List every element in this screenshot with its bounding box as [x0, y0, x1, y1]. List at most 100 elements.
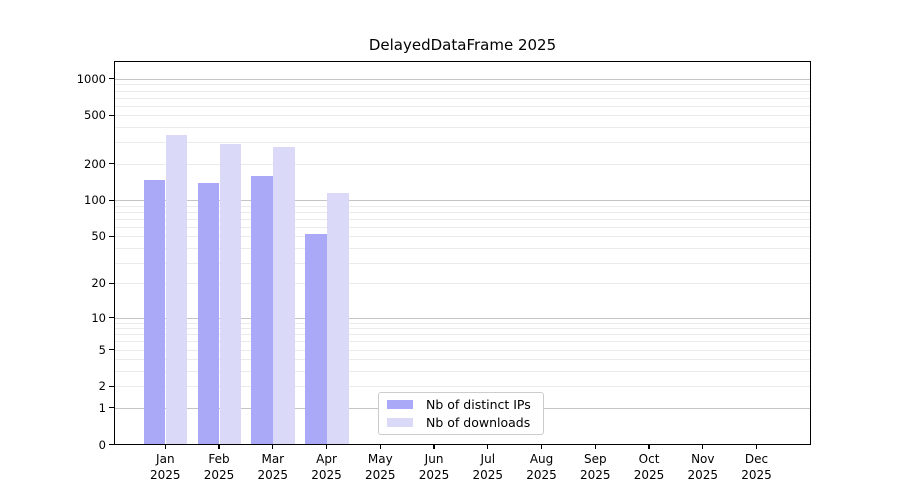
bar-distinct-ips-apr	[305, 234, 327, 445]
gridline-minor-700	[114, 97, 811, 99]
x-tick-month-jun: Jun	[424, 452, 444, 466]
gridline-minor-200	[114, 163, 811, 165]
gridline-major-10	[114, 317, 811, 319]
gridline-minor-7	[114, 334, 811, 336]
y-tick-mark-10	[109, 316, 114, 319]
bar-downloads-jan	[165, 135, 188, 445]
y-tick-mark-20	[109, 282, 114, 284]
x-tick-year-dec: 2025	[741, 468, 772, 482]
bar-distinct-ips-feb	[197, 182, 220, 445]
x-tick-mark-sep	[594, 444, 596, 449]
x-tick-mark-oct	[648, 444, 650, 449]
bar-downloads-mar	[273, 146, 295, 445]
y-tick-label-100: 100	[84, 193, 106, 208]
x-tick-label-sep: Sep 2025	[563, 451, 627, 483]
x-tick-month-apr: Apr	[316, 452, 337, 466]
x-tick-year-sep: 2025	[580, 468, 611, 482]
x-tick-label-may: May 2025	[348, 451, 412, 483]
gridline-minor-300	[114, 142, 811, 144]
x-tick-year-mar: 2025	[257, 468, 289, 482]
x-tick-mark-mar	[272, 444, 274, 449]
x-tick-month-nov: Nov	[691, 452, 715, 466]
y-tick-label-20: 20	[91, 276, 106, 291]
gridline-minor-80	[114, 211, 811, 213]
y-tick-label-10: 10	[91, 310, 106, 325]
bar-distinct-ips-jan	[143, 180, 166, 445]
x-tick-month-aug: Aug	[529, 452, 554, 466]
gridline-minor-60	[114, 226, 811, 228]
gridline-minor-9	[114, 322, 811, 324]
x-tick-mark-feb	[218, 444, 220, 449]
legend-label-downloads: Nb of downloads	[426, 414, 531, 430]
y-tick-mark-0	[109, 443, 114, 446]
y-tick-label-50: 50	[91, 229, 106, 244]
x-tick-year-may: 2025	[365, 468, 396, 482]
gridline-minor-400	[114, 127, 811, 129]
x-tick-year-aug: 2025	[526, 468, 557, 482]
x-tick-month-oct: Oct	[638, 452, 660, 466]
x-tick-month-jul: Jul	[480, 452, 496, 466]
x-tick-month-mar: Mar	[261, 452, 285, 466]
legend-item-distinct-ips: Nb of distinct IPs	[379, 397, 543, 412]
gridline-minor-5	[114, 349, 811, 351]
x-tick-year-nov: 2025	[687, 468, 719, 482]
chart-title: DelayedDataFrame 2025	[368, 36, 557, 54]
x-tick-mark-jun	[433, 444, 435, 449]
y-tick-label-1: 1	[98, 400, 106, 415]
y-tick-mark-200	[109, 163, 114, 165]
x-tick-mark-apr	[325, 444, 328, 449]
x-tick-year-feb: 2025	[203, 468, 235, 482]
legend-swatch-distinct-ips	[387, 400, 413, 410]
gridline-major-1000	[114, 78, 811, 80]
x-tick-month-jan: Jan	[156, 452, 175, 466]
y-tick-label-5: 5	[98, 342, 106, 357]
gridline-minor-800	[114, 90, 811, 92]
x-tick-year-jul: 2025	[472, 468, 504, 482]
y-tick-label-500: 500	[84, 108, 106, 123]
gridline-minor-90	[114, 205, 811, 207]
x-tick-month-feb: Feb	[208, 452, 230, 466]
y-tick-label-2: 2	[98, 379, 106, 394]
x-tick-year-jan: 2025	[150, 468, 181, 482]
gridline-minor-20	[114, 283, 811, 285]
x-tick-label-nov: Nov 2025	[671, 451, 735, 483]
x-tick-label-jan: Jan 2025	[133, 451, 197, 483]
x-tick-mark-dec	[755, 444, 758, 449]
y-tick-mark-500	[109, 114, 114, 116]
x-tick-label-aug: Aug 2025	[510, 451, 574, 483]
gridline-minor-6	[114, 341, 811, 343]
gridline-minor-3	[114, 371, 811, 373]
x-tick-label-jul: Jul 2025	[456, 451, 520, 483]
legend-swatch-downloads	[387, 417, 413, 427]
y-tick-label-1000: 1000	[76, 71, 106, 86]
bar-distinct-ips-mar	[251, 176, 273, 445]
gridline-minor-2	[114, 386, 811, 388]
x-tick-mark-may	[379, 444, 381, 449]
y-tick-mark-5	[109, 349, 114, 351]
gridline-minor-30	[114, 262, 811, 264]
y-tick-mark-1	[109, 407, 114, 409]
y-tick-label-200: 200	[84, 156, 106, 171]
x-tick-year-apr: 2025	[311, 468, 342, 482]
x-tick-label-apr: Apr 2025	[295, 451, 359, 483]
legend-item-downloads: Nb of downloads	[379, 415, 543, 430]
gridline-minor-900	[114, 84, 811, 86]
gridline-minor-500	[114, 115, 811, 117]
x-tick-mark-jan	[164, 444, 166, 449]
gridline-minor-4	[114, 359, 811, 361]
y-tick-mark-1000	[109, 78, 114, 80]
y-tick-mark-100	[109, 199, 114, 201]
x-tick-label-dec: Dec 2025	[725, 451, 789, 483]
x-tick-mark-nov	[702, 444, 704, 449]
gridline-major-100	[114, 200, 811, 202]
x-tick-label-mar: Mar 2025	[241, 451, 305, 483]
x-tick-month-may: May	[367, 452, 393, 466]
y-tick-label-0: 0	[98, 437, 106, 452]
legend: Nb of distinct IPs Nb of downloads	[378, 392, 544, 435]
x-tick-label-oct: Oct 2025	[617, 451, 681, 483]
gridline-minor-70	[114, 218, 811, 220]
gridline-minor-50	[114, 236, 811, 238]
gridline-minor-40	[114, 247, 811, 249]
legend-label-distinct-ips: Nb of distinct IPs	[426, 397, 531, 413]
y-tick-mark-50	[109, 235, 114, 237]
